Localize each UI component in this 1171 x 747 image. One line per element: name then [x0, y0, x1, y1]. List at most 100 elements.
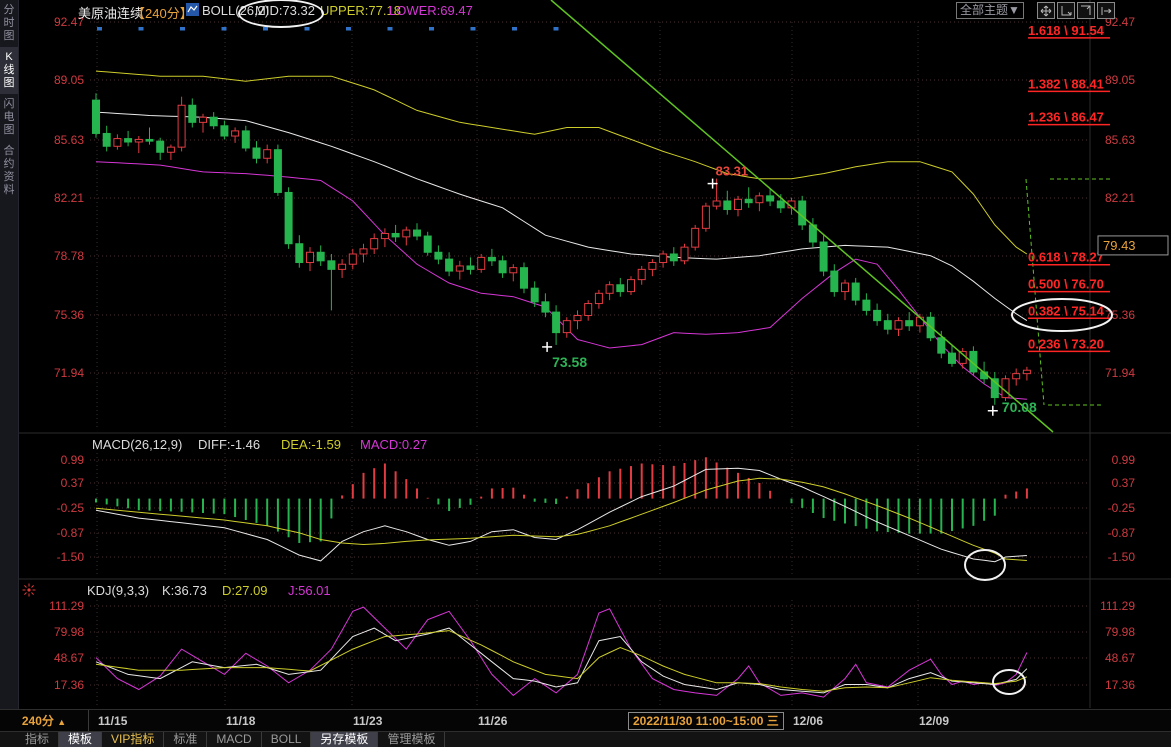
candle-body: [317, 252, 324, 261]
candle-body: [360, 249, 367, 254]
zoom-y-axis-button[interactable]: [1077, 2, 1095, 19]
macd-header: MACD(26,12,9) DIFF:-1.46 DEA:-1.59 MACD:…: [0, 437, 1171, 453]
signal-dot: [471, 27, 476, 31]
candle-body: [617, 285, 624, 292]
kdj-title: KDJ(9,3,3): [87, 583, 149, 598]
candle-body: [713, 201, 720, 206]
macd-axis-label-left: -1.50: [57, 550, 85, 564]
candle-body: [649, 263, 656, 270]
macd-axis-label-right: 0.37: [1112, 476, 1136, 490]
macd-dea-value: DEA:-1.59: [281, 437, 341, 452]
signal-dot: [429, 27, 434, 31]
candle-body: [842, 283, 849, 292]
candle-body: [756, 196, 763, 203]
kdj-axis-label-right: 111.29: [1100, 599, 1135, 613]
macd-axis-label-left: 0.99: [61, 453, 85, 467]
sidebar-item-0[interactable]: 分时图: [0, 0, 18, 47]
candle-body: [949, 353, 956, 363]
signal-dot: [222, 27, 227, 31]
kdj-d-line: [96, 631, 1027, 692]
price-axis-label-right: 89.05: [1105, 73, 1135, 87]
kdj-j-line: [96, 607, 1027, 697]
tab-3[interactable]: 标准: [164, 732, 207, 747]
kline-type-icon[interactable]: [186, 3, 199, 19]
candle-body: [852, 283, 859, 300]
candle-body: [745, 199, 752, 202]
kdj-axis-label-left: 79.98: [54, 625, 84, 639]
macd-axis-label-right: -0.25: [1108, 501, 1136, 515]
candle-body: [253, 148, 260, 158]
tab-5[interactable]: BOLL: [262, 732, 312, 747]
shift-right-button[interactable]: [1097, 2, 1115, 19]
fib-level-label: 1.382 \ 88.41: [1028, 76, 1104, 91]
candle-body: [221, 126, 228, 136]
candle-body: [799, 201, 806, 225]
chart-canvas: 92.4789.0585.6382.2178.7875.3671.940.990…: [0, 0, 1171, 709]
fib-level-label: 0.500 \ 76.70: [1028, 277, 1104, 292]
candle-body: [724, 201, 731, 210]
price-axis-label-left: 85.63: [54, 133, 84, 147]
tab-2[interactable]: VIP指标: [102, 732, 164, 747]
candle-body: [638, 269, 645, 279]
kdj-axis-label-left: 48.67: [54, 651, 84, 665]
candle-body: [563, 321, 570, 333]
fib-level-label: 0.618 \ 78.27: [1028, 250, 1104, 265]
price-axis-label-right: 71.94: [1105, 366, 1135, 380]
kdj-axis-label-right: 79.98: [1105, 625, 1135, 639]
signal-dot: [554, 27, 559, 31]
macd-diff-value: DIFF:-1.46: [198, 437, 260, 452]
timeline-date: 12/06: [793, 710, 823, 732]
left-sidebar: 分时图K线图闪电图合约资料: [0, 0, 19, 709]
candle-body: [884, 321, 891, 330]
tab-1[interactable]: 模板: [59, 732, 102, 747]
boll-mid-value: MID:73.32: [255, 3, 315, 18]
boll-upper-line: [96, 71, 1027, 254]
candle-body: [178, 105, 185, 147]
sidebar-item-2[interactable]: 闪电图: [0, 94, 18, 141]
candle-body: [264, 150, 271, 159]
candle-body: [606, 285, 613, 294]
candle-body: [1023, 370, 1030, 373]
zoom-x-axis-button[interactable]: [1057, 2, 1075, 19]
candle-body: [916, 317, 923, 326]
tab-0[interactable]: 指标: [16, 732, 59, 747]
kdj-j-value: J:56.01: [288, 583, 331, 598]
candle-body: [285, 192, 292, 243]
fib-level-label: 0.236 \ 73.20: [1028, 336, 1104, 351]
price-axis-label-left: 78.78: [54, 249, 84, 263]
tab-7[interactable]: 管理模板: [378, 732, 445, 747]
macd-macd-value: MACD:0.27: [360, 437, 427, 452]
candle-body: [574, 316, 581, 321]
sidebar-item-1[interactable]: K线图: [0, 47, 18, 94]
candle-body: [242, 131, 249, 148]
kdj-axis-label-right: 48.67: [1105, 651, 1135, 665]
timeline-date: 12/09: [919, 710, 949, 732]
period-label[interactable]: 【240分】: [132, 3, 193, 22]
tab-6[interactable]: 另存模板: [311, 732, 378, 747]
price-axis-label-right: 85.63: [1105, 133, 1135, 147]
high-price-annotation: 83.31: [716, 164, 749, 179]
price-axis-label-right: 82.21: [1105, 191, 1135, 205]
macd-axis-label-left: -0.25: [57, 501, 85, 515]
candle-body: [200, 117, 207, 122]
timeline-date: 11/26: [478, 710, 507, 732]
theme-dropdown[interactable]: 全部主题▼: [956, 2, 1024, 19]
candle-body: [296, 244, 303, 263]
candle-body: [831, 271, 838, 292]
timeline-date: 11/23: [353, 710, 382, 732]
timeline-dates: 11/1511/1811/2311/262022/11/30 11:00~15:…: [0, 710, 1171, 732]
signal-dot: [512, 27, 517, 31]
candle-body: [232, 131, 239, 136]
candle-body: [435, 252, 442, 259]
tab-4[interactable]: MACD: [207, 732, 261, 747]
kdj-k-line: [96, 628, 1027, 693]
macd-axis-label-right: -1.50: [1108, 550, 1136, 564]
sidebar-item-3[interactable]: 合约资料: [0, 141, 18, 201]
kdj-d-value: D:27.09: [222, 583, 268, 598]
candle-body: [93, 100, 100, 133]
timeline-date: 11/18: [226, 710, 255, 732]
pan-tool-button[interactable]: [1037, 2, 1055, 19]
candle-body: [478, 257, 485, 269]
candle-body: [628, 280, 635, 292]
candle-body: [863, 300, 870, 310]
